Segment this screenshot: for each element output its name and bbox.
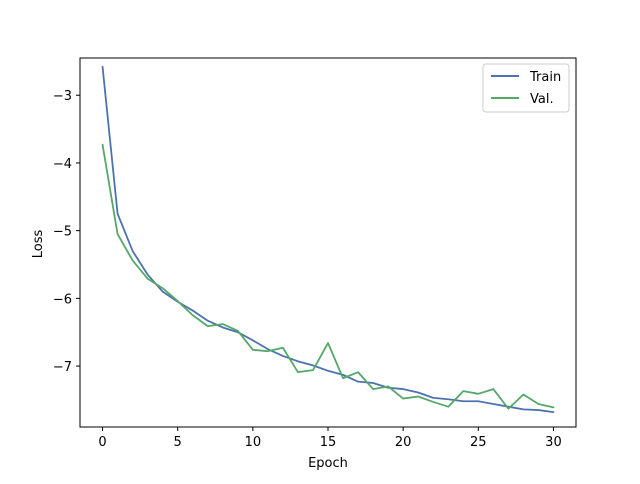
x-tick-label: 15 <box>320 435 337 450</box>
y-tick-label: −5 <box>53 225 72 240</box>
series-line-val <box>101 143 555 410</box>
y-tick-label: −7 <box>53 360 72 375</box>
y-axis-ticks: −7 −6 −5 −4 −3 <box>53 89 80 375</box>
x-tick-label: 0 <box>98 435 106 450</box>
y-axis-label: Loss <box>31 230 46 259</box>
legend-label-train: Train <box>529 70 561 85</box>
x-axis-ticks: 0 5 10 15 20 25 30 <box>98 427 562 450</box>
x-axis-label: Epoch <box>308 456 348 471</box>
x-tick-label: 5 <box>174 435 182 450</box>
x-tick-label: 30 <box>545 435 562 450</box>
x-tick-label: 10 <box>245 435 262 450</box>
series-layer <box>101 65 555 414</box>
x-tick-label: 25 <box>470 435 487 450</box>
x-tick-label: 20 <box>395 435 412 450</box>
legend: Train Val. <box>482 63 570 113</box>
legend-label-val: Val. <box>530 92 554 107</box>
y-tick-label: −6 <box>53 292 72 307</box>
y-tick-label: −4 <box>53 157 72 172</box>
y-tick-label: −3 <box>53 89 72 104</box>
